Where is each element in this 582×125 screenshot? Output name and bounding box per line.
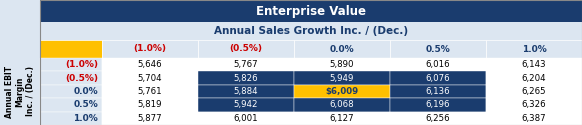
Text: 5,877: 5,877 <box>138 114 162 123</box>
Bar <box>0 0 40 125</box>
Text: 5,942: 5,942 <box>234 100 258 109</box>
Bar <box>40 0 582 22</box>
Bar <box>294 40 390 58</box>
Text: 6,265: 6,265 <box>521 87 546 96</box>
Text: 6,076: 6,076 <box>425 74 450 83</box>
Bar <box>102 112 198 125</box>
Bar <box>390 85 486 98</box>
Text: Annual Sales Growth Inc. / (Dec.): Annual Sales Growth Inc. / (Dec.) <box>214 26 408 36</box>
Bar <box>294 85 390 98</box>
Text: (0.5%): (0.5%) <box>65 74 98 83</box>
Text: 0.5%: 0.5% <box>73 100 98 109</box>
Bar <box>198 71 294 85</box>
Text: 6,016: 6,016 <box>425 60 450 69</box>
Bar <box>486 40 582 58</box>
Bar <box>198 98 294 112</box>
Text: 5,826: 5,826 <box>234 74 258 83</box>
Bar <box>486 71 582 85</box>
Text: 6,136: 6,136 <box>425 87 450 96</box>
Text: 5,884: 5,884 <box>234 87 258 96</box>
Bar <box>198 40 294 58</box>
Text: 5,819: 5,819 <box>138 100 162 109</box>
Bar <box>294 98 390 112</box>
Text: 5,949: 5,949 <box>330 74 354 83</box>
Text: 6,387: 6,387 <box>521 114 546 123</box>
Bar <box>198 112 294 125</box>
Bar <box>390 58 486 71</box>
Text: 6,001: 6,001 <box>234 114 258 123</box>
Bar <box>40 40 102 58</box>
Text: (1.0%): (1.0%) <box>133 44 166 54</box>
Text: 6,127: 6,127 <box>329 114 354 123</box>
Bar <box>390 98 486 112</box>
Text: Annual EBIT
Margin
Inc. / (Dec.): Annual EBIT Margin Inc. / (Dec.) <box>5 66 35 118</box>
Text: Enterprise Value: Enterprise Value <box>256 4 366 18</box>
Bar <box>390 112 486 125</box>
Bar <box>102 40 198 58</box>
Bar <box>40 112 102 125</box>
Bar <box>486 98 582 112</box>
Text: 6,256: 6,256 <box>425 114 450 123</box>
Text: 6,204: 6,204 <box>521 74 546 83</box>
Bar <box>40 85 102 98</box>
Text: 6,326: 6,326 <box>521 100 546 109</box>
Bar <box>40 98 102 112</box>
Text: 5,890: 5,890 <box>330 60 354 69</box>
Text: 0.0%: 0.0% <box>329 44 354 54</box>
Text: 6,068: 6,068 <box>329 100 354 109</box>
Text: 1.0%: 1.0% <box>521 44 546 54</box>
Text: 5,704: 5,704 <box>138 74 162 83</box>
Text: 6,143: 6,143 <box>521 60 546 69</box>
Bar <box>390 71 486 85</box>
Text: 5,767: 5,767 <box>234 60 258 69</box>
Bar <box>198 58 294 71</box>
Text: $6,009: $6,009 <box>325 87 359 96</box>
Bar <box>198 85 294 98</box>
Bar <box>102 98 198 112</box>
Bar <box>486 112 582 125</box>
Bar <box>40 71 102 85</box>
Bar <box>486 85 582 98</box>
Bar <box>102 85 198 98</box>
Text: 0.0%: 0.0% <box>73 87 98 96</box>
Bar <box>294 71 390 85</box>
Bar <box>486 58 582 71</box>
Text: 0.5%: 0.5% <box>425 44 450 54</box>
Text: 1.0%: 1.0% <box>73 114 98 123</box>
Text: (0.5%): (0.5%) <box>229 44 262 54</box>
Bar <box>102 71 198 85</box>
Bar <box>40 58 102 71</box>
Bar <box>294 58 390 71</box>
Text: 5,761: 5,761 <box>138 87 162 96</box>
Text: (1.0%): (1.0%) <box>65 60 98 69</box>
Bar <box>102 58 198 71</box>
Bar <box>40 22 582 40</box>
Text: 6,196: 6,196 <box>426 100 450 109</box>
Text: 5,646: 5,646 <box>138 60 162 69</box>
Bar <box>294 112 390 125</box>
Bar <box>390 40 486 58</box>
